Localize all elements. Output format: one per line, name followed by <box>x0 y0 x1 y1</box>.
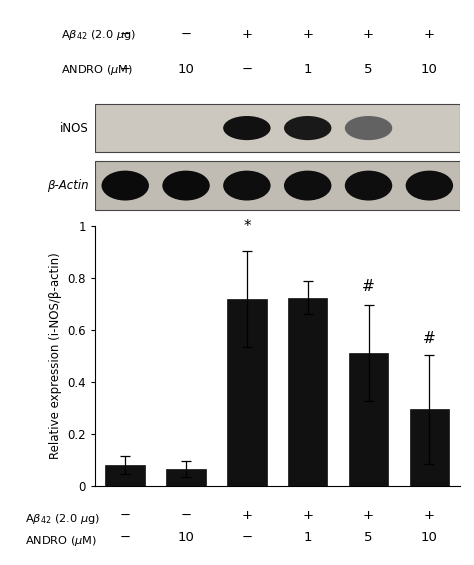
Text: A$\beta_{42}$ (2.0 $\mu$g): A$\beta_{42}$ (2.0 $\mu$g) <box>26 512 100 526</box>
Text: +: + <box>302 509 313 522</box>
Text: +: + <box>241 509 252 522</box>
Text: 10: 10 <box>421 531 438 544</box>
Text: −: − <box>181 28 191 41</box>
Bar <box>95 162 460 210</box>
Text: 1: 1 <box>303 531 312 544</box>
Ellipse shape <box>345 116 392 140</box>
Bar <box>95 104 460 152</box>
Ellipse shape <box>223 116 271 140</box>
Text: −: − <box>119 509 131 522</box>
Bar <box>288 298 328 486</box>
Text: +: + <box>241 28 252 41</box>
Text: +: + <box>302 28 313 41</box>
Text: ANDRO ($\mu$M): ANDRO ($\mu$M) <box>26 534 98 548</box>
Ellipse shape <box>162 171 210 201</box>
Ellipse shape <box>223 171 271 201</box>
Y-axis label: Relative expression (i-NOS/β-actin): Relative expression (i-NOS/β-actin) <box>49 253 62 459</box>
Text: iNOS: iNOS <box>60 121 89 134</box>
Text: −: − <box>181 509 191 522</box>
Text: −: − <box>119 63 131 76</box>
Bar <box>349 354 388 486</box>
Bar <box>410 409 449 486</box>
Text: #: # <box>423 331 436 346</box>
Text: 5: 5 <box>365 63 373 76</box>
Ellipse shape <box>284 171 331 201</box>
Ellipse shape <box>284 116 331 140</box>
Text: *: * <box>243 219 251 234</box>
Text: 1: 1 <box>303 63 312 76</box>
Text: 10: 10 <box>421 63 438 76</box>
Text: A$\beta_{42}$ (2.0 $\mu$g): A$\beta_{42}$ (2.0 $\mu$g) <box>61 28 137 42</box>
Text: −: − <box>119 28 131 41</box>
Text: −: − <box>119 531 131 544</box>
Ellipse shape <box>406 171 453 201</box>
Ellipse shape <box>345 171 392 201</box>
Text: β-Actin: β-Actin <box>47 179 89 192</box>
Text: +: + <box>424 509 435 522</box>
Text: +: + <box>363 509 374 522</box>
Text: +: + <box>363 28 374 41</box>
Text: 5: 5 <box>365 531 373 544</box>
Text: −: − <box>241 63 253 76</box>
Text: #: # <box>362 279 375 294</box>
Bar <box>227 299 267 486</box>
Text: −: − <box>241 531 253 544</box>
Text: 10: 10 <box>178 63 194 76</box>
Bar <box>166 469 206 486</box>
Text: 10: 10 <box>178 531 194 544</box>
Text: +: + <box>424 28 435 41</box>
Text: ANDRO ($\mu$M): ANDRO ($\mu$M) <box>61 63 134 77</box>
Ellipse shape <box>101 171 149 201</box>
Bar <box>105 465 145 486</box>
